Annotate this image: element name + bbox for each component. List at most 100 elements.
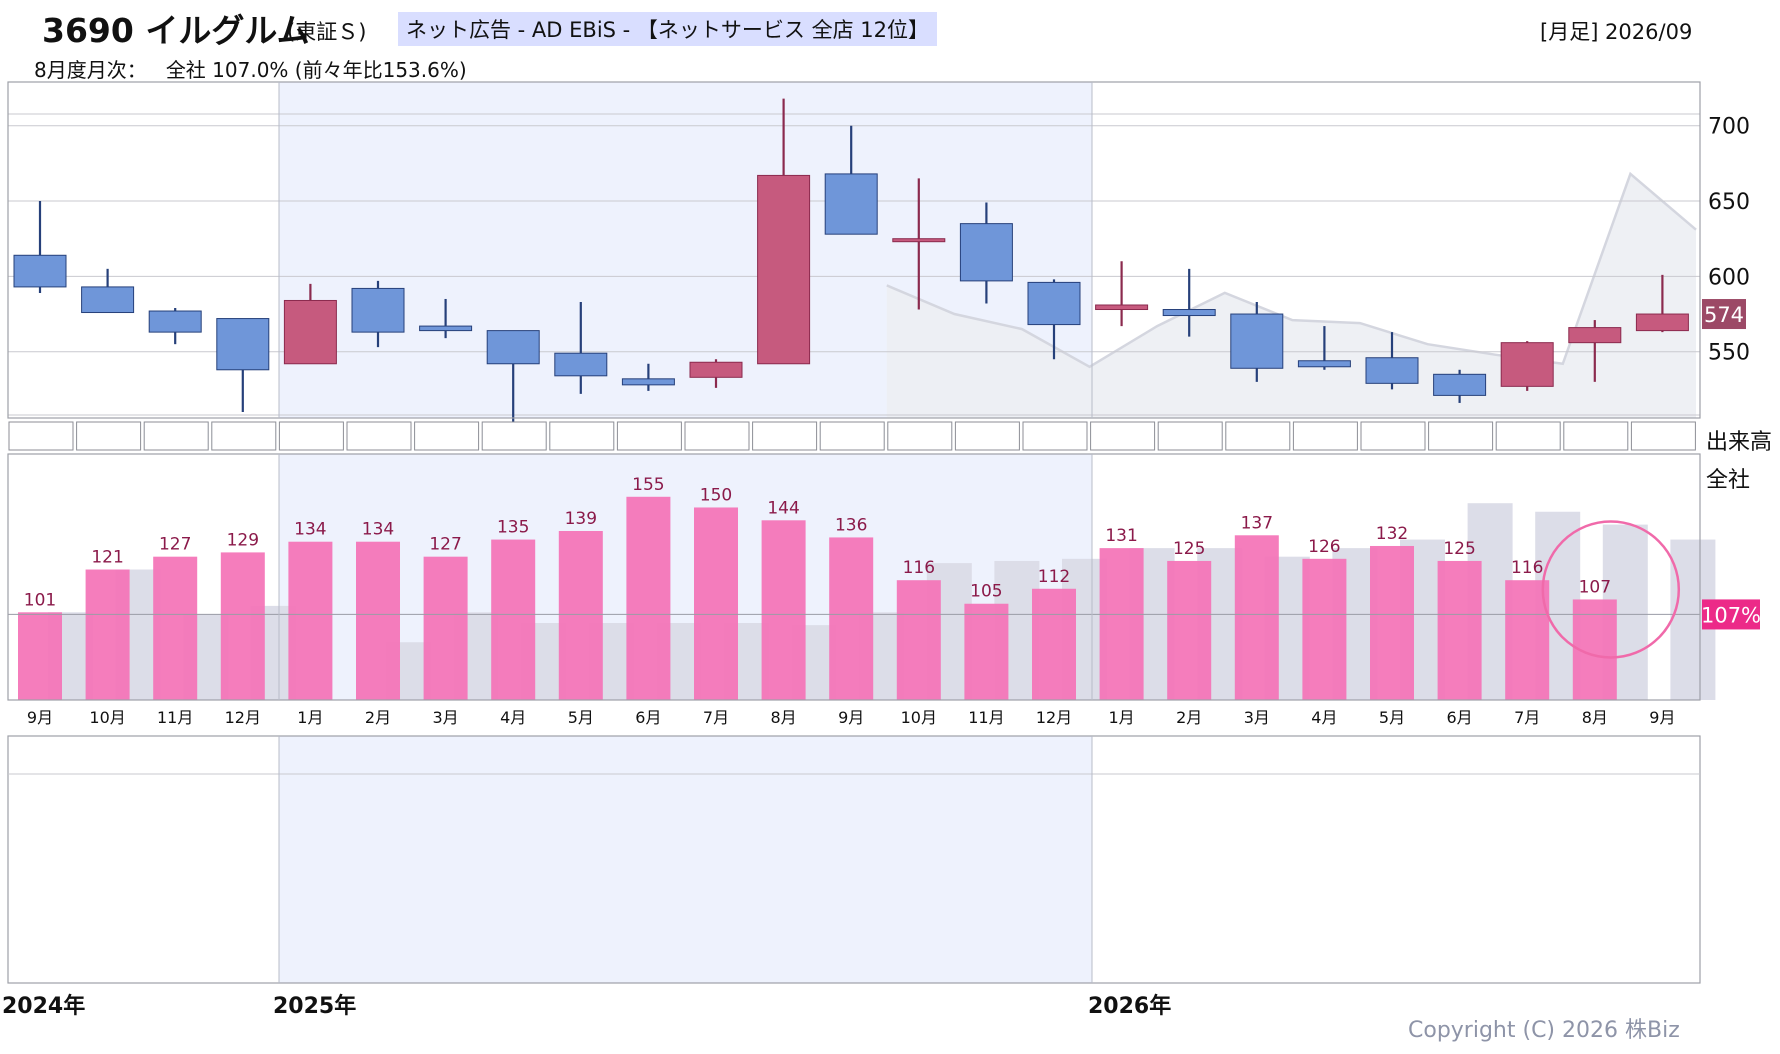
- month-label: 9月: [838, 708, 864, 727]
- candle-body: [1297, 360, 1351, 368]
- month-label: 8月: [1582, 708, 1608, 727]
- page-title: 3690 イルグルム: [42, 11, 310, 50]
- candle-body: [1027, 281, 1081, 326]
- month-label: 5月: [1379, 708, 1405, 727]
- volume-cell: [1563, 421, 1629, 451]
- volume-cell: [211, 421, 277, 451]
- copyright-text: Copyright (C) 2026 株Biz: [1408, 1018, 1680, 1043]
- candle-body: [1095, 304, 1149, 311]
- empty-frame: [7, 735, 1701, 984]
- sales-value-label: 132: [1376, 524, 1408, 544]
- month-label: 6月: [1447, 708, 1473, 727]
- volume-cell: [76, 421, 142, 451]
- sales-value-label: 105: [970, 582, 1002, 602]
- sales-bar: [1032, 588, 1076, 700]
- sales-value-label: 116: [1511, 558, 1543, 578]
- year-label: 2026年: [1088, 993, 1171, 1019]
- candle-body: [1162, 309, 1216, 317]
- candle-body: [419, 325, 473, 332]
- month-label: 8月: [771, 708, 797, 727]
- volume-cell: [1090, 421, 1156, 451]
- sales-value-label: 134: [362, 520, 394, 540]
- sales-bar: [356, 541, 400, 700]
- sales-bar: [694, 507, 738, 700]
- sales-bar: [1505, 580, 1550, 700]
- overlay-area: [886, 173, 1696, 418]
- overlay-line: [886, 171, 1697, 369]
- candle-body: [1568, 327, 1622, 344]
- volume-cell: [752, 421, 818, 451]
- sales-bar: [1437, 560, 1482, 700]
- sales-value-label: 125: [1173, 539, 1205, 559]
- month-label: 1月: [1109, 708, 1135, 727]
- volume-cell: [1292, 421, 1358, 451]
- sales-bar: [829, 537, 874, 700]
- sales-frame: [7, 453, 1701, 701]
- sales-bar: [18, 612, 62, 700]
- sales-badge-text: 107%: [1701, 603, 1761, 627]
- month-label: 4月: [1311, 708, 1337, 727]
- volume-cell: [1022, 421, 1088, 451]
- highlight-circle: [1541, 520, 1681, 659]
- sales-value-label: 155: [632, 475, 664, 495]
- month-label: 11月: [157, 708, 193, 727]
- price-frame: [7, 81, 1701, 419]
- month-label: 10月: [901, 708, 937, 727]
- volume-cell: [414, 421, 480, 451]
- volume-cell: [616, 421, 682, 451]
- volume-cell: [1495, 421, 1561, 451]
- sales-bar: [1099, 548, 1144, 700]
- volume-cell: [1630, 421, 1696, 451]
- candle-body: [554, 352, 608, 377]
- month-label: 7月: [703, 708, 729, 727]
- sales-bar: [423, 556, 468, 700]
- month-label: 4月: [500, 708, 526, 727]
- sales-bar: [761, 520, 806, 700]
- month-label: 9月: [27, 708, 53, 727]
- volume-cell: [143, 421, 209, 451]
- price-tick-label: 550: [1708, 341, 1750, 366]
- candle-body: [959, 223, 1013, 282]
- sales-bar: [1302, 558, 1347, 700]
- volume-label: 出来高: [1706, 430, 1772, 455]
- candle-body: [1635, 313, 1689, 332]
- candle-body: [1433, 373, 1487, 396]
- sales-value-label: 112: [1038, 567, 1070, 587]
- candle-body: [148, 310, 202, 333]
- volume-cell: [1157, 421, 1223, 451]
- price-tick-label: 600: [1708, 265, 1750, 290]
- price-badge-text: 574: [1704, 303, 1744, 327]
- candle-body: [689, 361, 743, 378]
- year-label: 2024年: [2, 993, 85, 1019]
- volume-cell: [481, 421, 547, 451]
- month-label: 12月: [1036, 708, 1072, 727]
- month-label: 12月: [225, 708, 261, 727]
- candle-body: [621, 378, 675, 386]
- price-badge-bg: [1702, 299, 1746, 330]
- sales-bar: [896, 580, 941, 700]
- volume-cell: [887, 421, 953, 451]
- sales-value-label: 129: [227, 530, 259, 550]
- sales-bar: [1370, 545, 1414, 700]
- candle-body: [486, 330, 540, 365]
- candle-body: [216, 318, 270, 371]
- sales-value-label: 144: [767, 498, 799, 518]
- category-badge: ネット広告 - AD EBiS - 【ネットサービス 全店 12位】: [398, 12, 937, 46]
- sales-bar: [1234, 535, 1279, 700]
- volume-cell: [1428, 421, 1494, 451]
- volume-cell: [8, 421, 74, 451]
- candle-body: [81, 286, 135, 314]
- candle-body: [283, 299, 337, 365]
- month-label: 1月: [297, 708, 323, 727]
- month-label: 10月: [89, 708, 125, 727]
- monthly-summary: 8月度月次： 全社 107.0% (前々年比153.6%): [34, 54, 467, 83]
- volume-cell: [684, 421, 750, 451]
- volume-cell: [346, 421, 412, 451]
- month-label: 9月: [1649, 708, 1675, 727]
- sales-value-label: 125: [1443, 539, 1475, 559]
- candle-body: [351, 287, 405, 333]
- price-tick-label: 700: [1708, 115, 1750, 140]
- sales-value-label: 137: [1241, 513, 1273, 533]
- month-label: 11月: [968, 708, 1004, 727]
